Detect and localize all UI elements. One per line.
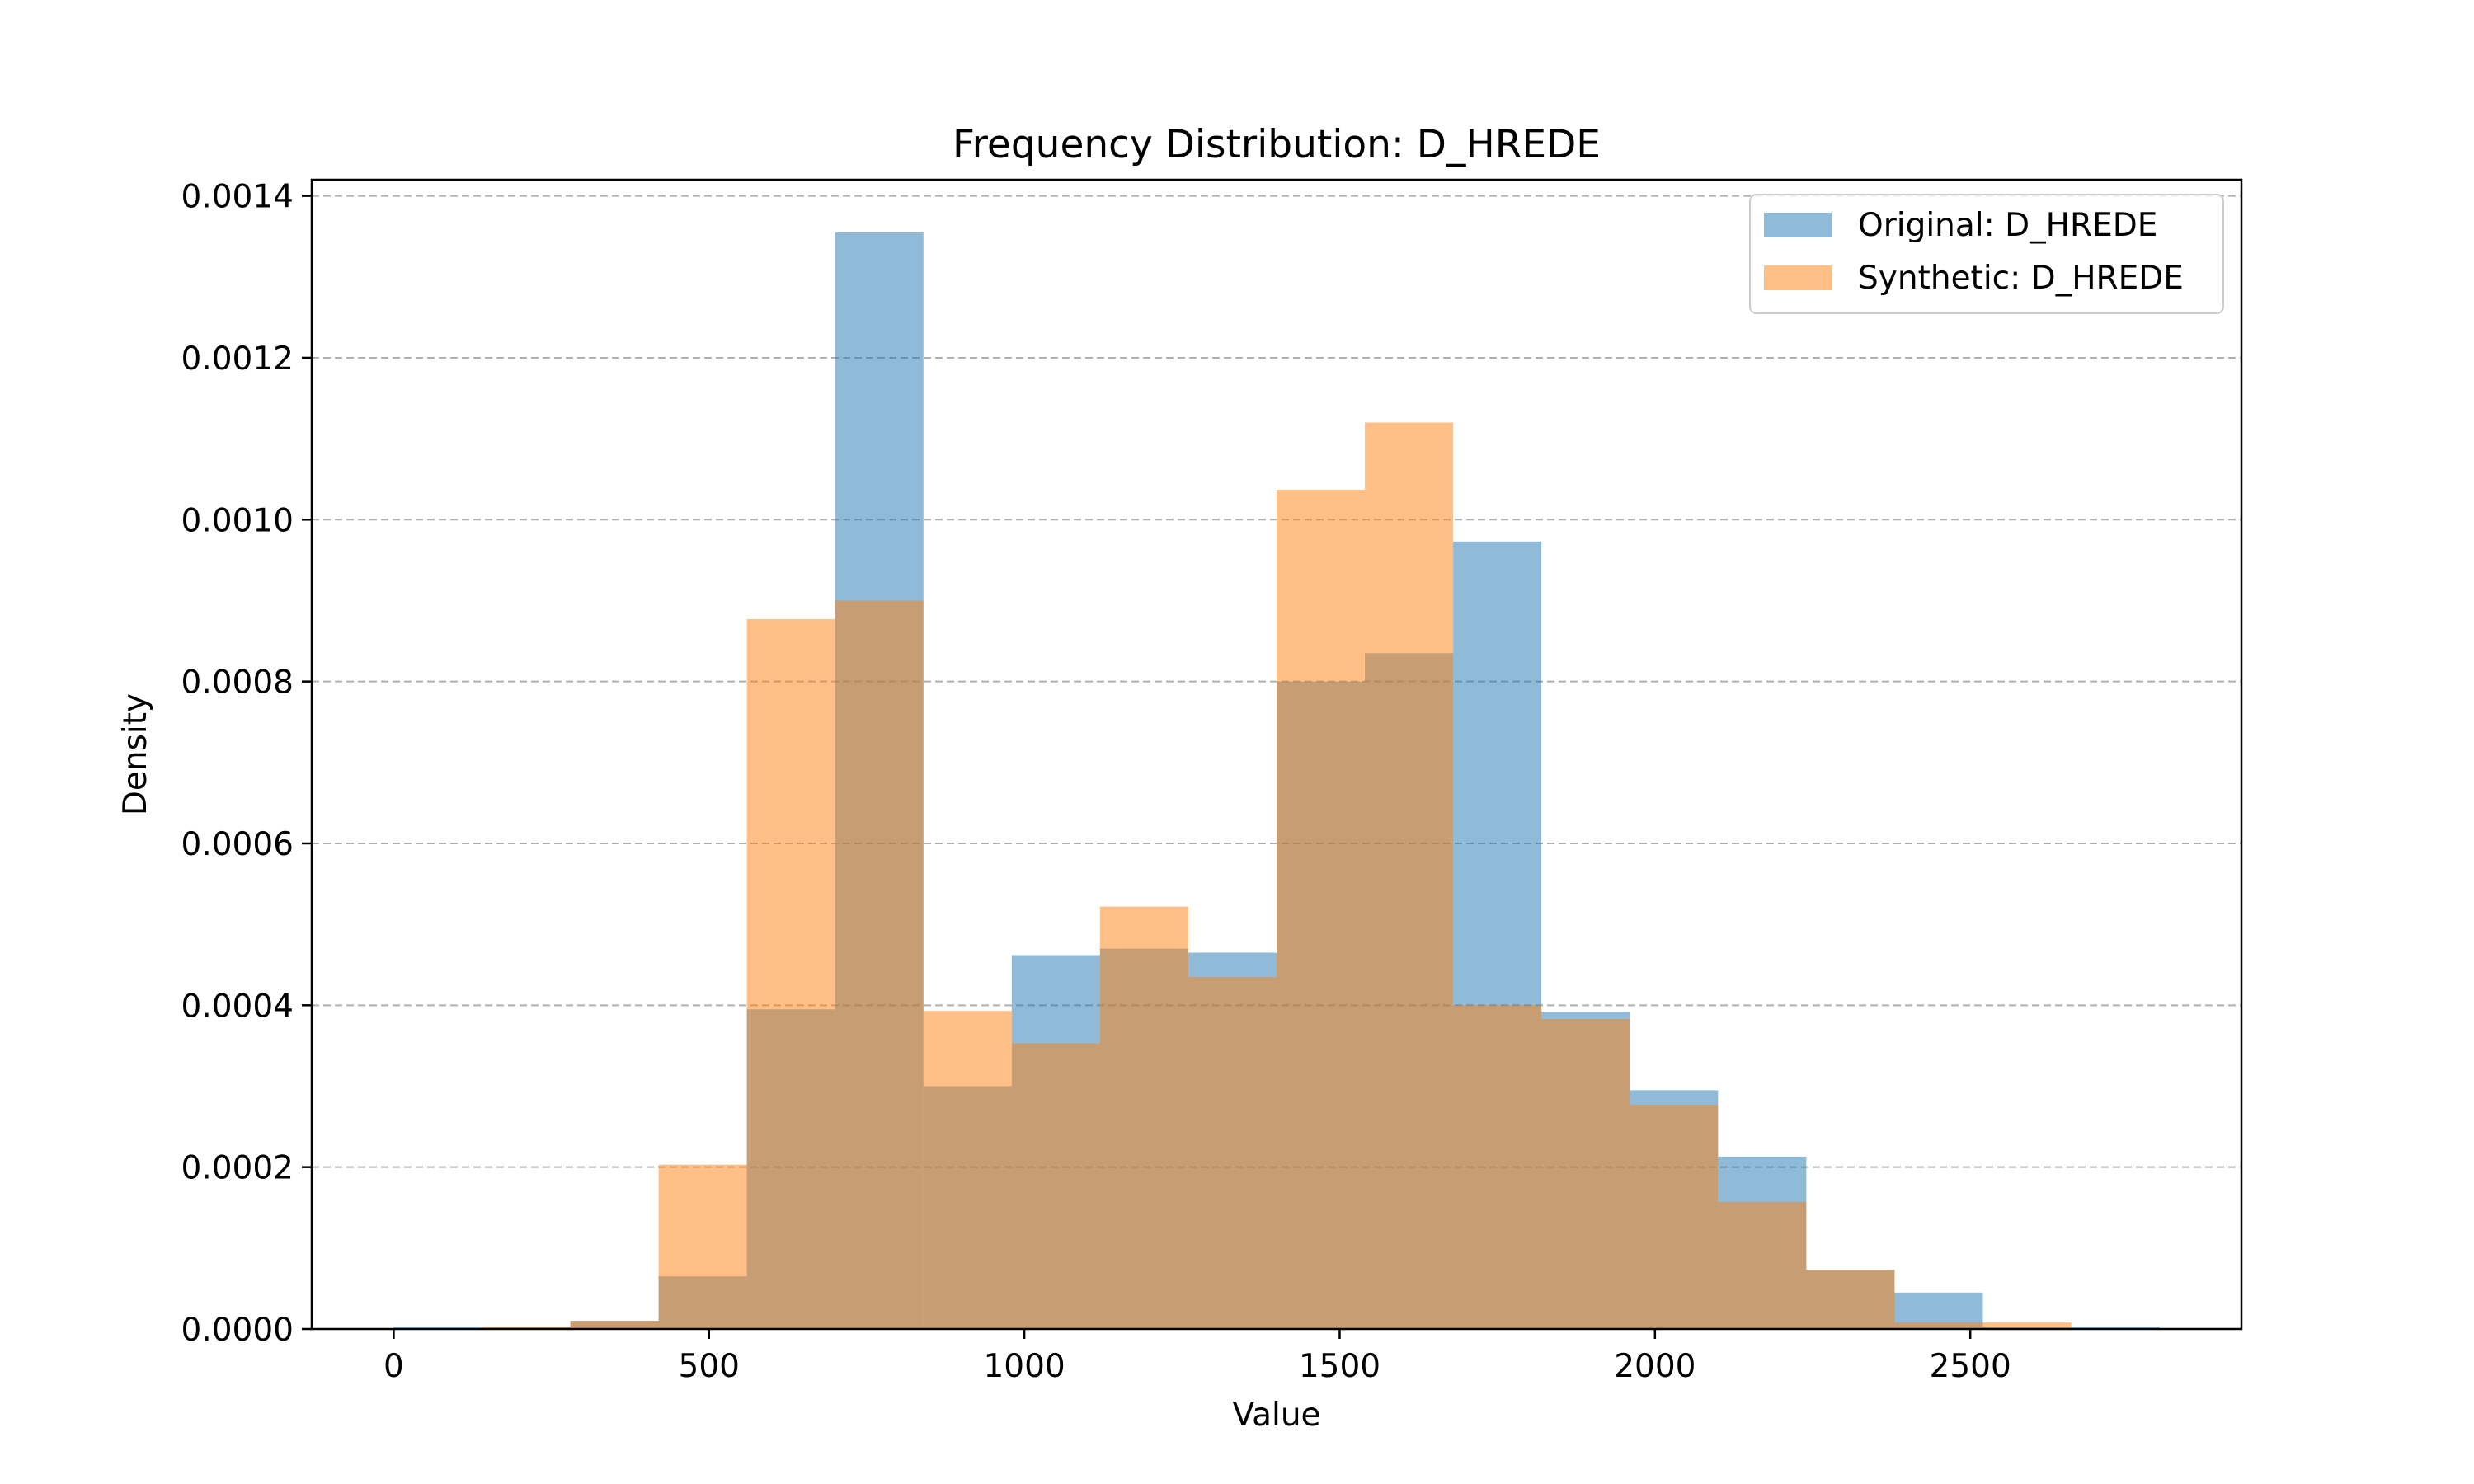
x-axis-label: Value xyxy=(1232,1397,1320,1434)
y-tick-label-3: 0.0006 xyxy=(181,826,294,863)
legend: Original: D_HREDE Synthetic: D_HREDE xyxy=(1749,194,2224,314)
x-tick-label-0: 0 xyxy=(383,1348,404,1385)
legend-box xyxy=(1749,194,2224,314)
bar-series-1-bin-11 xyxy=(1453,1005,1542,1329)
x-tick-label-5: 2500 xyxy=(1930,1348,2011,1385)
bar-series-1-bin-13 xyxy=(1630,1105,1719,1329)
bar-series-1-bin-12 xyxy=(1541,1019,1630,1329)
bar-series-1-bin-0 xyxy=(482,1327,571,1329)
legend-swatch-1 xyxy=(1764,265,1832,290)
axis-ticks: 0 500 1000 1500 2000 2500 0.0000 0.0002 0.0004 0.… xyxy=(181,179,2011,1385)
bar-series-1-bin-14 xyxy=(1718,1201,1807,1329)
y-tick-label-5: 0.0010 xyxy=(181,502,294,539)
bar-series-1-bin-16 xyxy=(1894,1322,1983,1329)
series-1 xyxy=(482,422,2072,1329)
legend-label-1: Synthetic: D_HREDE xyxy=(1858,260,2184,297)
bar-series-1-bin-10 xyxy=(1365,422,1454,1329)
y-tick-label-6: 0.0012 xyxy=(181,340,294,378)
y-tick-label-4: 0.0008 xyxy=(181,665,294,702)
bar-series-1-bin-3 xyxy=(746,619,835,1329)
bar-series-1-bin-5 xyxy=(923,1011,1012,1329)
bar-series-1-bin-4 xyxy=(835,600,924,1329)
y-tick-label-7: 0.0014 xyxy=(181,179,294,216)
bar-series-1-bin-2 xyxy=(658,1164,747,1329)
plot-area-frame xyxy=(310,178,2243,1331)
y-tick-label-0: 0.0000 xyxy=(181,1312,294,1349)
bar-series-1-bin-17 xyxy=(1982,1322,2072,1329)
bar-series-1-bin-1 xyxy=(570,1321,659,1329)
bar-series-1-bin-15 xyxy=(1806,1270,1895,1329)
bar-series-0-bin-19 xyxy=(2071,1327,2160,1329)
y-axis-label: Density xyxy=(117,693,154,815)
x-tick-label-3: 1500 xyxy=(1299,1348,1380,1385)
bar-series-1-bin-6 xyxy=(1011,1043,1100,1329)
bar-series-1-bin-7 xyxy=(1099,906,1188,1329)
legend-swatch-0 xyxy=(1764,213,1832,237)
x-tick-label-4: 2000 xyxy=(1614,1348,1696,1385)
y-tick-label-1: 0.0002 xyxy=(181,1150,294,1187)
x-tick-label-2: 1000 xyxy=(983,1348,1065,1385)
legend-label-0: Original: D_HREDE xyxy=(1858,207,2157,244)
chart-title: Frequency Distribution: D_HREDE xyxy=(952,122,1601,167)
bar-series-1-bin-9 xyxy=(1277,489,1366,1329)
histogram-bars xyxy=(393,232,2160,1330)
bar-series-0-bin-0 xyxy=(393,1327,482,1329)
x-tick-label-1: 500 xyxy=(679,1348,740,1385)
bar-series-1-bin-8 xyxy=(1188,976,1277,1329)
y-tick-label-2: 0.0004 xyxy=(181,988,294,1025)
